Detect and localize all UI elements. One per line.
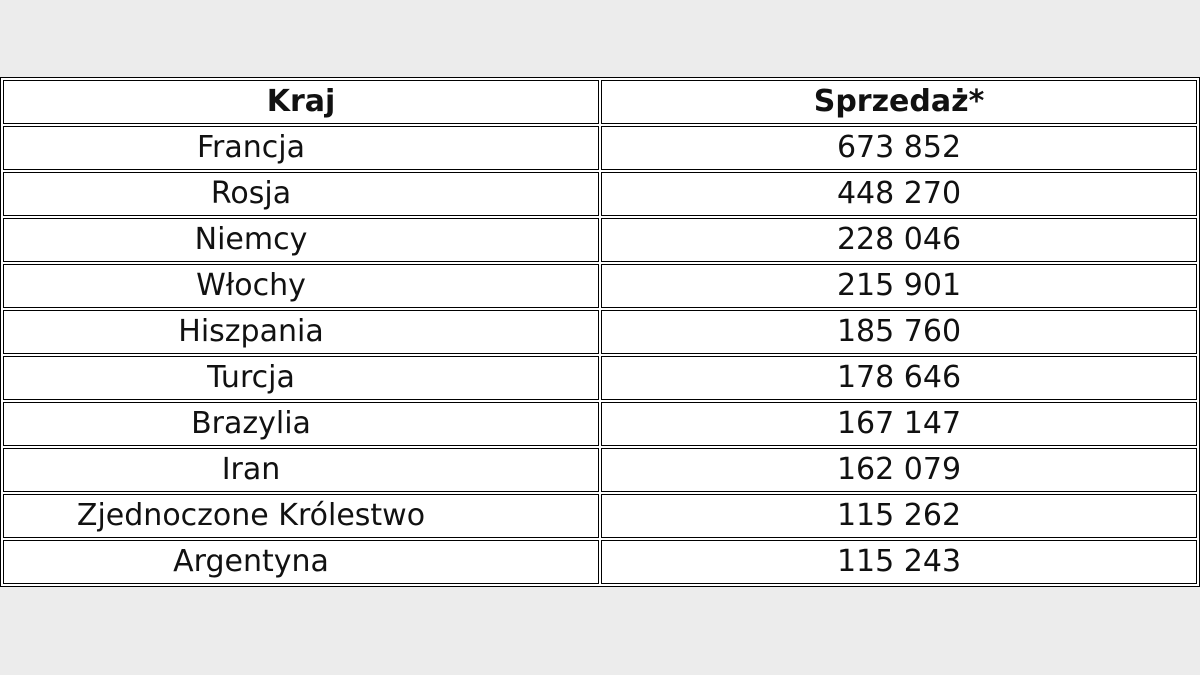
country-cell: Francja [3,126,599,170]
sales-cell: 185 760 [601,310,1197,354]
table-row: Iran 162 079 [3,448,1197,492]
table-row: Włochy 215 901 [3,264,1197,308]
table-container: Kraj Sprzedaż* Francja 673 852 Rosja 448 27… [0,77,1200,587]
country-cell: Niemcy [3,218,599,262]
sales-cell: 167 147 [601,402,1197,446]
sales-cell: 215 901 [601,264,1197,308]
sales-cell: 115 262 [601,494,1197,538]
table-row: Turcja 178 646 [3,356,1197,400]
sales-table: Kraj Sprzedaż* Francja 673 852 Rosja 448 27… [0,77,1200,587]
country-cell: Turcja [3,356,599,400]
sales-cell: 673 852 [601,126,1197,170]
sales-cell: 115 243 [601,540,1197,584]
sales-cell: 448 270 [601,172,1197,216]
header-row: Kraj Sprzedaż* [3,80,1197,124]
table-row: Francja 673 852 [3,126,1197,170]
table-row: Brazylia 167 147 [3,402,1197,446]
sales-cell: 178 646 [601,356,1197,400]
sales-cell: 162 079 [601,448,1197,492]
table-row: Niemcy 228 046 [3,218,1197,262]
header-cell: Kraj [3,80,599,124]
country-cell: Zjednoczone Królestwo [3,494,599,538]
country-cell: Włochy [3,264,599,308]
country-cell: Iran [3,448,599,492]
table-row: Zjednoczone Królestwo 115 262 [3,494,1197,538]
header-cell: Sprzedaż* [601,80,1197,124]
table-row: Argentyna 115 243 [3,540,1197,584]
table-row: Rosja 448 270 [3,172,1197,216]
table-header: Kraj Sprzedaż* [3,80,1197,124]
sales-cell: 228 046 [601,218,1197,262]
country-cell: Brazylia [3,402,599,446]
country-cell: Rosja [3,172,599,216]
country-cell: Hiszpania [3,310,599,354]
table-body: Francja 673 852 Rosja 448 270 Niemcy 228 046 W… [3,126,1197,584]
table-row: Hiszpania 185 760 [3,310,1197,354]
country-cell: Argentyna [3,540,599,584]
